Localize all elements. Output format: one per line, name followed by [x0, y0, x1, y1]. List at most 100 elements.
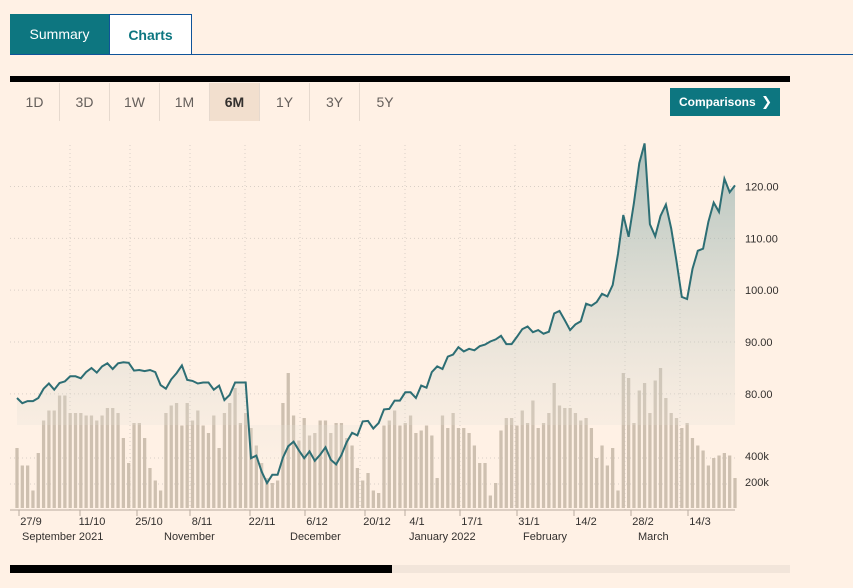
volume-bar [563, 408, 567, 508]
volume-bar [355, 468, 360, 508]
volume-bar [20, 465, 24, 508]
month-axis: September 2021 November December January 20… [22, 531, 669, 543]
volume-bar [611, 448, 615, 508]
volume-bar [472, 445, 477, 508]
volume-bar [664, 398, 668, 508]
volume-bar [313, 433, 317, 508]
volume-bar [222, 413, 227, 508]
volume-axis: 400k 200k [745, 451, 769, 489]
date-tick-label: 31/1 [518, 516, 539, 528]
volume-bar [419, 430, 423, 508]
volume-bar [568, 408, 572, 508]
volume-bar [366, 473, 370, 508]
volume-bar [616, 490, 620, 508]
range-1y-button[interactable]: 1Y [260, 83, 310, 121]
volume-bar [377, 493, 381, 508]
chart-top-border [10, 76, 790, 82]
volume-bar [547, 413, 551, 508]
volume-bar [504, 418, 508, 508]
date-tick-label: 14/3 [689, 516, 710, 528]
volume-bar [573, 413, 578, 508]
month-label: February [523, 531, 568, 543]
month-label: December [290, 531, 341, 543]
volume-bar [712, 458, 716, 508]
volume-bar [329, 433, 333, 508]
volume-bar [483, 463, 487, 508]
date-tick-label: 6/12 [306, 516, 327, 528]
volume-bar [137, 423, 141, 508]
volume-bar [307, 435, 312, 508]
volume-bar [339, 423, 344, 508]
range-1w-button[interactable]: 1W [110, 83, 160, 121]
volume-bar [462, 428, 466, 508]
volume-bar [685, 423, 689, 508]
volume-bar [706, 465, 711, 508]
volume-bar [196, 410, 200, 508]
volume-bar [238, 423, 243, 508]
volume-bar [456, 428, 461, 508]
date-tick-label: 20/12 [363, 516, 391, 528]
volume-bar [515, 425, 519, 508]
volume-bar [371, 490, 375, 508]
range-5y-button[interactable]: 5Y [376, 94, 394, 110]
chart-scrollbar-track[interactable] [10, 565, 790, 573]
range-1m-button[interactable]: 1M [160, 83, 210, 121]
volume-bar [701, 450, 705, 508]
volume-bar [361, 480, 365, 508]
volume-bar [467, 433, 471, 508]
volume-bar [291, 415, 296, 508]
volume-bar [430, 435, 434, 508]
volume-bar [169, 405, 173, 508]
date-tick-label: 25/10 [135, 516, 163, 528]
volume-bar [217, 448, 221, 508]
volume-bar [15, 448, 19, 508]
volume-bar [424, 425, 429, 508]
volume-bar [382, 425, 386, 508]
volume-bar [494, 483, 498, 508]
volume-bar [143, 438, 147, 508]
date-tick-label: 14/2 [575, 516, 596, 528]
price-tick-label: 100.00 [745, 285, 779, 297]
volume-bar [392, 410, 397, 508]
tab-summary[interactable]: Summary [10, 14, 109, 54]
view-tabs: Summary Charts [10, 14, 853, 55]
volume-bar [116, 413, 120, 508]
volume-bar [637, 390, 641, 508]
volume-bar [36, 453, 40, 508]
volume-bar [100, 415, 104, 508]
date-tick-label: 27/9 [20, 516, 41, 528]
volume-bar [201, 425, 205, 508]
price-tick-label: 110.00 [745, 233, 778, 245]
volume-bar [626, 378, 631, 508]
volume-bar [605, 465, 609, 508]
date-tick-label: 28/2 [632, 516, 653, 528]
price-tick-label: 90.00 [745, 337, 773, 349]
volume-bar [260, 463, 264, 508]
range-3d-button[interactable]: 3D [60, 83, 110, 121]
volume-bar [79, 413, 83, 508]
tab-charts[interactable]: Charts [109, 14, 192, 54]
month-label: January 2022 [409, 531, 476, 543]
volume-bar [579, 420, 583, 508]
range-1d-button[interactable]: 1D [10, 83, 60, 121]
comparisons-button[interactable]: Comparisons ❯ [670, 88, 780, 116]
volume-bar [111, 408, 115, 508]
range-3y-button[interactable]: 3Y [310, 83, 360, 121]
chart-scrollbar-thumb[interactable] [10, 565, 392, 573]
volume-bar [653, 380, 657, 508]
time-range-selector: 1D 3D 1W 1M 6M 1Y 3Y 5Y [10, 83, 790, 121]
range-6m-button[interactable]: 6M [210, 83, 260, 121]
volume-bar [158, 490, 163, 508]
volume-bar [228, 403, 232, 508]
volume-bar [302, 418, 306, 508]
volume-bar [557, 405, 562, 508]
volume-bar [89, 415, 94, 508]
volume-bar [31, 490, 35, 508]
volume-bar [414, 433, 418, 508]
volume-bar [435, 478, 439, 508]
volume-tick-label: 200k [745, 477, 769, 489]
volume-bar [270, 483, 274, 508]
volume-bar [68, 413, 72, 508]
chevron-right-icon: ❯ [761, 94, 772, 109]
